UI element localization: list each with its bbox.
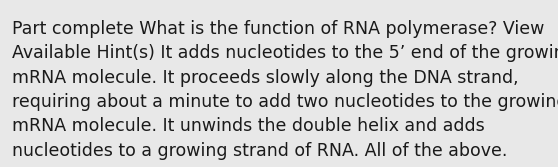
Text: Part complete What is the function of RNA polymerase? View
Available Hint(s) It : Part complete What is the function of RN… xyxy=(12,20,558,159)
